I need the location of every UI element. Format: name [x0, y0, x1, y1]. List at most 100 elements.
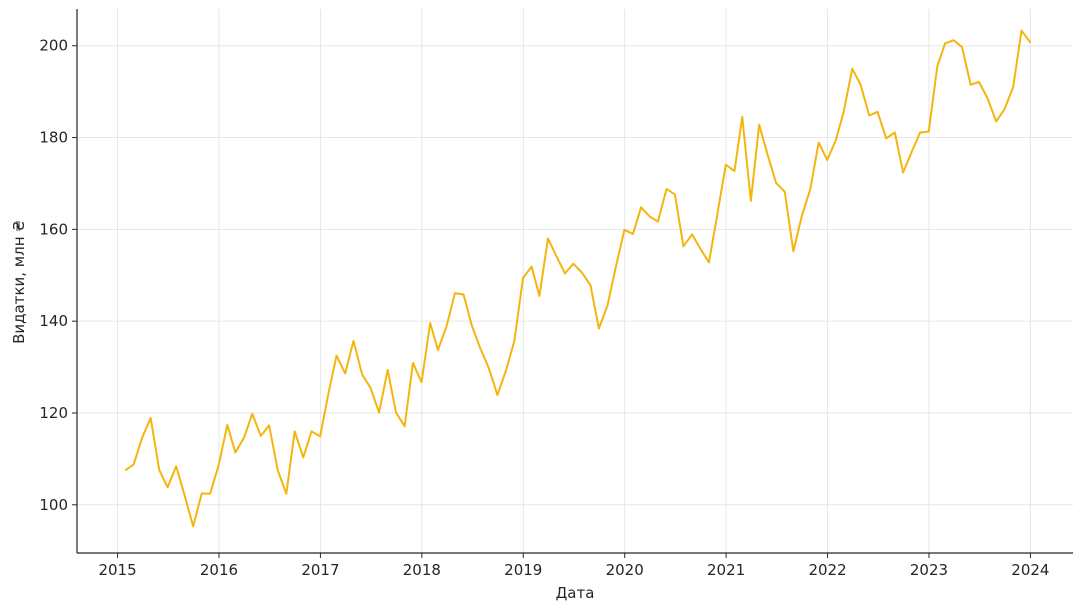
data-point [335, 354, 337, 356]
series-layer [124, 29, 1032, 528]
data-point [403, 425, 405, 427]
data-point [141, 436, 143, 438]
data-point [801, 215, 803, 217]
data-point [395, 411, 397, 413]
data-point [978, 81, 980, 83]
data-point [809, 188, 811, 190]
data-point [944, 42, 946, 44]
data-point [513, 340, 515, 342]
data-point [530, 265, 532, 267]
data-point [632, 233, 634, 235]
data-point [268, 424, 270, 426]
data-point [919, 131, 921, 133]
data-point [344, 372, 346, 374]
data-point [522, 277, 524, 279]
data-point [674, 193, 676, 195]
data-point [885, 137, 887, 139]
data-point [851, 67, 853, 69]
y-tick-label: 120 [39, 404, 68, 422]
data-point [471, 325, 473, 327]
x-tick-label: 2020 [606, 561, 644, 579]
data-point [986, 97, 988, 99]
data-point [572, 263, 574, 265]
data-point [868, 114, 870, 116]
y-tick-label: 140 [39, 312, 68, 330]
data-point [285, 493, 287, 495]
x-tick-label: 2017 [301, 561, 339, 579]
data-point [750, 200, 752, 202]
data-point [302, 456, 304, 458]
data-point [581, 271, 583, 273]
data-point [817, 141, 819, 143]
data-point [420, 381, 422, 383]
data-point [445, 325, 447, 327]
data-point [699, 247, 701, 249]
data-point [767, 154, 769, 156]
data-point [437, 349, 439, 351]
x-tick-label: 2015 [98, 561, 136, 579]
data-point [462, 293, 464, 295]
data-point [859, 84, 861, 86]
data-point [547, 237, 549, 239]
data-point [243, 437, 245, 439]
data-point [328, 391, 330, 393]
data-point [479, 348, 481, 350]
data-point [758, 123, 760, 125]
data-point [961, 46, 963, 48]
data-point [496, 394, 498, 396]
x-tick-label: 2023 [910, 561, 948, 579]
data-point [876, 111, 878, 113]
x-tick-label: 2018 [403, 561, 441, 579]
data-point [623, 229, 625, 231]
data-point [911, 151, 913, 153]
data-point [894, 131, 896, 133]
data-point [775, 182, 777, 184]
data-point [226, 424, 228, 426]
data-point [598, 327, 600, 329]
tick-layer: 2015 2016 2017 2018 2019 2020 2021 2022 2023 2024… [39, 37, 1049, 579]
y-tick-label: 100 [39, 496, 68, 514]
data-point [615, 266, 617, 268]
data-point [319, 435, 321, 437]
axes-layer [76, 9, 1073, 554]
data-point [936, 65, 938, 67]
data-point [125, 469, 127, 471]
data-point [132, 463, 134, 465]
data-point [640, 206, 642, 208]
y-axis-label: Видатки, млн ₴ [10, 220, 28, 344]
data-point [928, 130, 930, 132]
data-point [166, 486, 168, 488]
data-point [234, 451, 236, 453]
data-point [708, 261, 710, 263]
data-point [454, 292, 456, 294]
data-point [386, 369, 388, 371]
data-point [725, 163, 727, 165]
data-point [648, 215, 650, 217]
data-point [158, 469, 160, 471]
data-point [192, 525, 194, 527]
data-point [995, 120, 997, 122]
data-point [564, 272, 566, 274]
data-point [835, 139, 837, 141]
data-point [733, 170, 735, 172]
x-tick-label: 2021 [707, 561, 745, 579]
data-point [352, 340, 354, 342]
data-point [293, 430, 295, 432]
data-point [251, 413, 253, 415]
data-point [175, 465, 177, 467]
data-point [1012, 86, 1014, 88]
data-point [842, 111, 844, 113]
data-point [784, 191, 786, 193]
data-point [691, 233, 693, 235]
data-point [953, 39, 955, 41]
data-point [209, 493, 211, 495]
x-tick-label: 2019 [504, 561, 542, 579]
data-point [1029, 41, 1031, 43]
series-line [124, 29, 1032, 528]
data-point [606, 304, 608, 306]
data-point [310, 430, 312, 432]
data-point [538, 295, 540, 297]
data-point [716, 213, 718, 215]
data-point [429, 322, 431, 324]
x-tick-label: 2022 [808, 561, 846, 579]
